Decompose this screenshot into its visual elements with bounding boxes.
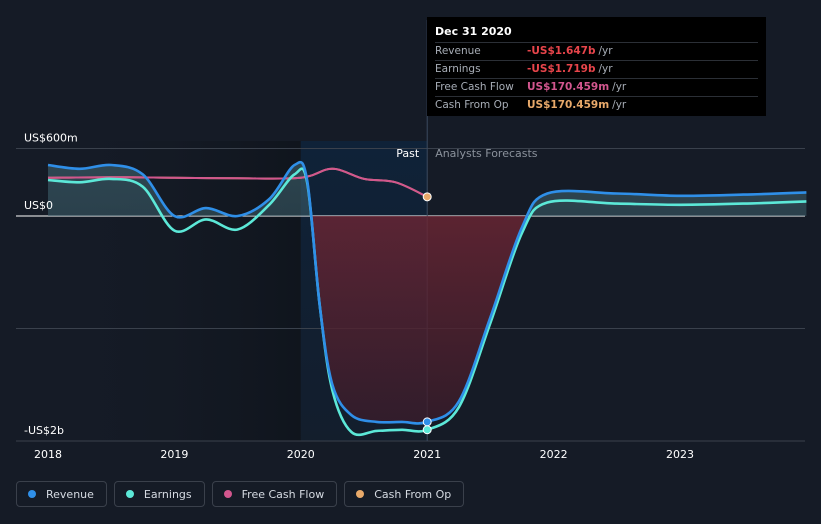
cash-from-op-point (422, 192, 432, 202)
tooltip-row: Free Cash Flow US$170.459m/yr (435, 78, 758, 96)
earnings-line (47, 167, 807, 437)
tooltip-row-name: Free Cash Flow (435, 81, 514, 93)
tooltip-row: Revenue -US$1.647b/yr (435, 42, 758, 60)
tooltip-row-unit: /yr (612, 81, 627, 93)
legend-label: Revenue (46, 487, 94, 501)
x-tick-label: 2021 (413, 448, 441, 461)
tooltip-row-name: Revenue (435, 45, 481, 57)
legend-item-cash-from-op[interactable]: Cash From Op (344, 481, 465, 507)
tooltip-row-name: Earnings (435, 63, 481, 75)
x-tick-label: 2023 (666, 448, 694, 461)
tooltip-row-value: US$170.459m (527, 99, 610, 111)
tooltip-row-value: US$170.459m (527, 81, 610, 93)
tooltip-row-name: Cash From Op (435, 99, 509, 111)
legend-dot-icon (223, 490, 232, 498)
legend-item-earnings[interactable]: Earnings (113, 481, 205, 507)
x-tick-label: 2020 (287, 448, 315, 461)
legend-item-free-cash-flow[interactable]: Free Cash Flow (211, 481, 338, 507)
legend-dot-icon (125, 490, 134, 498)
revenue-line (47, 160, 807, 425)
y-axis-label: US$600m (24, 132, 78, 145)
legend-dot-icon (356, 490, 365, 498)
free-cash-flow-line (47, 167, 428, 198)
x-tick-label: 2019 (160, 448, 188, 461)
legend-dot-icon (28, 490, 36, 498)
tooltip-date: Dec 31 2020 (435, 25, 512, 38)
legend-label: Earnings (143, 487, 192, 501)
forecast-label: Analysts Forecasts (435, 147, 538, 160)
legend-item-revenue[interactable]: Revenue (16, 481, 107, 507)
tooltip-row-unit: /yr (598, 45, 613, 57)
past-label: Past (396, 147, 420, 160)
tooltip-row-unit: /yr (598, 63, 613, 75)
y-axis-label: US$0 (24, 199, 53, 212)
x-tick-label: 2022 (540, 448, 568, 461)
chart-legend: Revenue Earnings Free Cash Flow Cash From O… (16, 481, 465, 507)
chart-tooltip: Dec 31 2020 Revenue -US$1.647b/yr Earnings… (427, 17, 766, 116)
tooltip-row-unit: /yr (612, 99, 627, 111)
tooltip-row: Earnings -US$1.719b/yr (435, 60, 758, 78)
legend-label: Cash From Op (374, 487, 452, 501)
x-tick-label: 2018 (34, 448, 62, 461)
y-axis-label: -US$2b (24, 424, 64, 437)
legend-label: Free Cash Flow (241, 487, 325, 501)
tooltip-row-value: -US$1.719b (527, 63, 596, 75)
revenue-point (422, 417, 432, 427)
revenue-area-negative (48, 216, 807, 424)
tooltip-row-value: -US$1.647b (527, 45, 596, 57)
earnings-point (422, 425, 432, 435)
tooltip-row: Cash From Op US$170.459m/yr (435, 96, 758, 114)
